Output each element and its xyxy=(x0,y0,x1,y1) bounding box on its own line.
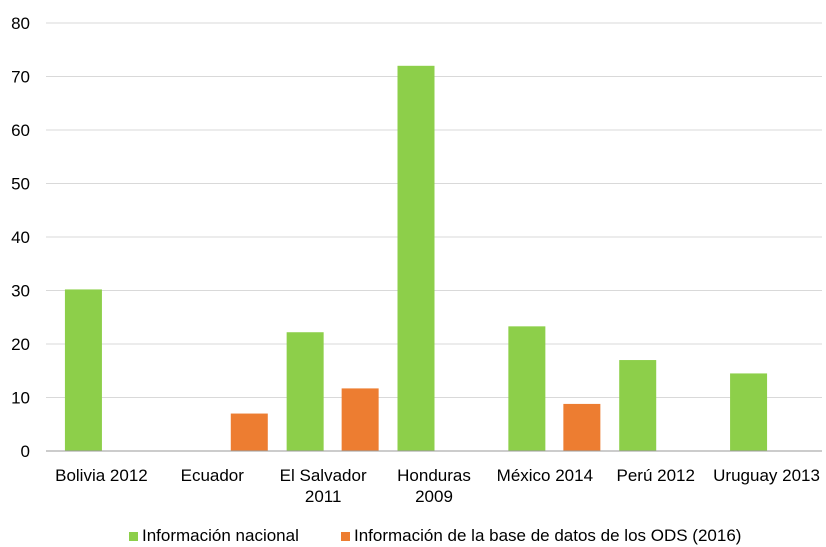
y-tick-label-20: 20 xyxy=(11,335,30,354)
y-tick-label-0: 0 xyxy=(21,442,30,461)
legend-swatch-informacion-nacional xyxy=(129,532,138,541)
bar-series0-category4 xyxy=(508,326,546,451)
legend-label-informacion-nacional: Información nacional xyxy=(142,526,299,545)
y-axis-tick-labels: 0 10 20 30 40 50 60 70 80 xyxy=(11,14,30,461)
y-tick-label-50: 50 xyxy=(11,175,30,194)
bars xyxy=(64,65,768,452)
bar-series0-category0 xyxy=(64,289,102,451)
x-category-label: El Salvador xyxy=(280,466,367,485)
legend: Información nacional Información de la b… xyxy=(129,526,741,545)
y-tick-label-80: 80 xyxy=(11,14,30,33)
bar-series1-category4 xyxy=(563,403,601,451)
y-tick-label-10: 10 xyxy=(11,389,30,408)
x-category-label: México 2014 xyxy=(497,466,593,485)
y-tick-label-40: 40 xyxy=(11,228,30,247)
bar-series0-category6 xyxy=(730,373,768,451)
y-tick-label-30: 30 xyxy=(11,282,30,301)
x-category-label: Uruguay 2013 xyxy=(713,466,820,485)
x-category-label: 2011 xyxy=(305,487,342,506)
x-category-label: Bolivia 2012 xyxy=(55,466,148,485)
bar-series0-category5 xyxy=(619,360,657,451)
bar-series1-category2 xyxy=(341,388,379,451)
legend-swatch-base-datos-ods xyxy=(341,532,350,541)
x-axis-category-labels: Bolivia 2012 Ecuador El Salvador 2011 Hondur… xyxy=(55,466,820,506)
y-tick-label-70: 70 xyxy=(11,68,30,87)
bar-series0-category2 xyxy=(286,332,324,451)
legend-label-base-datos-ods: Información de la base de datos de los O… xyxy=(354,526,741,545)
x-category-label: Honduras xyxy=(397,466,471,485)
y-tick-label-60: 60 xyxy=(11,121,30,140)
x-category-label: Ecuador xyxy=(181,466,245,485)
bar-series0-category3 xyxy=(397,65,435,452)
bar-series1-category1 xyxy=(230,413,268,451)
x-category-label: Perú 2012 xyxy=(616,466,694,485)
x-category-label: 2009 xyxy=(415,487,453,506)
